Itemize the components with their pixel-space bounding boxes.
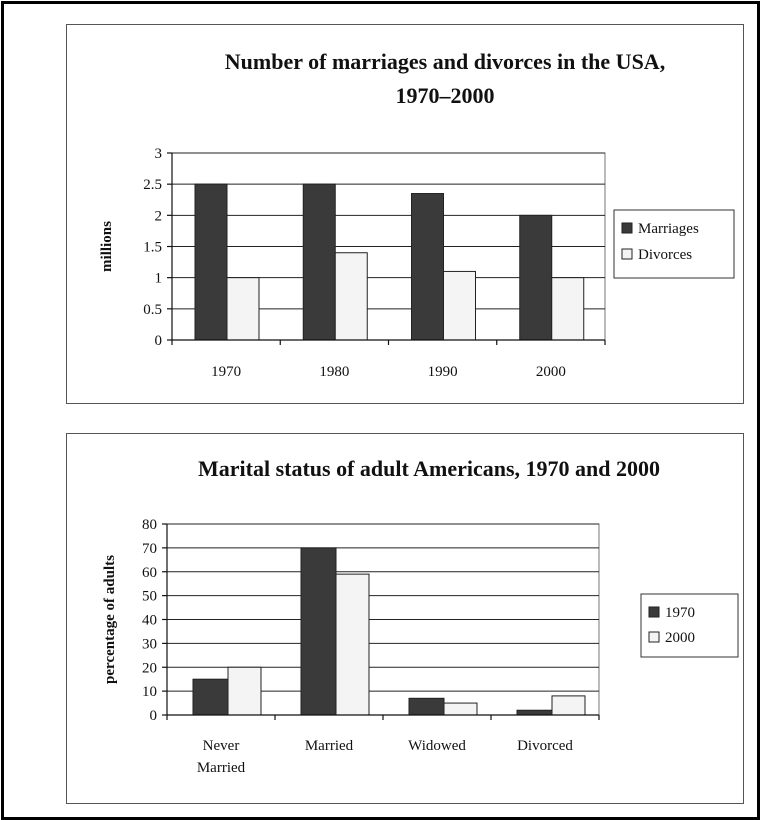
y-tick-label: 10 [142,684,157,700]
x-category-label: 1970 [211,364,241,380]
bar-2000 [443,702,478,716]
y-tick-label: 0 [150,708,158,724]
chart-panel-marriages-divorces: Number of marriages and divorces in the … [66,24,744,404]
marital-status-chart: Marital status of adult Americans, 1970 … [102,456,739,776]
legend-label: 1970 [665,605,695,621]
y-axis-label: percentage of adults [102,555,118,684]
chart-title-line: 1970–2000 [396,83,495,108]
y-tick-label: 50 [142,589,157,605]
bar-2000 [227,666,262,716]
y-axis-label: millions [99,221,115,272]
bar-2000 [335,573,370,716]
y-tick-label: 2 [155,208,163,224]
bar-1970 [408,697,445,716]
bar-1970 [300,547,337,716]
marriages-divorces-chart: Number of marriages and divorces in the … [99,49,735,380]
bar-1970 [192,678,229,716]
y-tick-label: 1.5 [143,240,162,256]
legend-label: 2000 [665,630,695,646]
bar-divorces [443,270,476,341]
y-tick-label: 20 [142,660,157,676]
legend-swatch [621,248,633,260]
y-tick-label: 80 [142,517,157,533]
y-tick-label: 2.5 [143,177,162,193]
x-category-label: Married [197,760,246,776]
legend-box [613,209,735,279]
bar-marriages [194,183,228,341]
chart-title-line: Number of marriages and divorces in the … [225,49,665,74]
y-tick-label: 3 [155,146,163,162]
legend-label: Divorces [638,247,692,263]
chart-panel-marital-status: Marital status of adult Americans, 1970 … [66,433,744,804]
x-category-label: 1980 [319,364,349,380]
y-tick-label: 70 [142,541,157,557]
legend-box [640,593,739,658]
legend-swatch [648,606,660,618]
legend-swatch [648,631,660,643]
y-tick-label: 40 [142,613,157,629]
x-category-label: 2000 [536,364,566,380]
y-tick-label: 0.5 [143,302,162,318]
x-category-label: Never [203,738,240,754]
x-category-label: Married [305,738,354,754]
chart-title-line: Marital status of adult Americans, 1970 … [198,456,660,481]
y-tick-label: 60 [142,565,157,581]
bar-marriages [411,193,444,341]
y-tick-label: 1 [155,271,163,287]
legend-label: Marriages [638,221,699,237]
y-tick-label: 0 [155,333,163,349]
bar-2000 [551,695,586,716]
bar-marriages [519,214,553,341]
bar-divorces [226,277,260,341]
legend-swatch [621,222,633,234]
bar-divorces [334,252,368,341]
bar-divorces [551,277,585,341]
x-category-label: 1990 [428,364,458,380]
bar-1970 [516,709,553,716]
x-category-label: Widowed [408,738,466,754]
y-tick-label: 30 [142,636,157,652]
bar-marriages [302,183,336,341]
x-category-label: Divorced [517,738,573,754]
